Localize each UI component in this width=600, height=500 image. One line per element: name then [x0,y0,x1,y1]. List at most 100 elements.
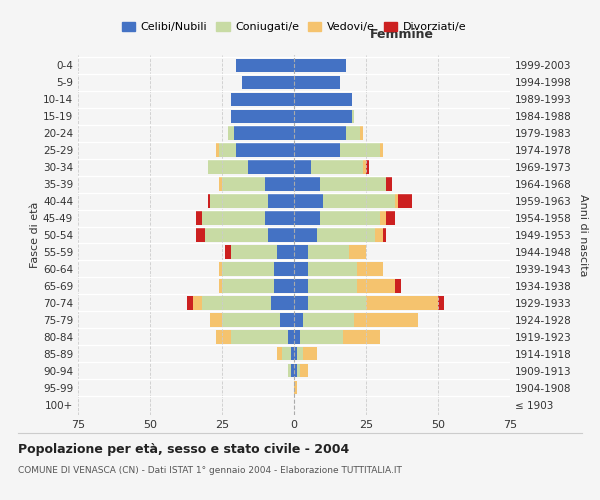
Text: Popolazione per età, sesso e stato civile - 2004: Popolazione per età, sesso e stato civil… [18,442,349,456]
Bar [380,212,386,224]
Bar [196,228,205,241]
Bar [383,228,386,241]
Bar [268,194,294,207]
Bar [297,364,300,378]
Bar [242,76,294,89]
Bar [205,228,268,241]
Bar [219,262,222,276]
Bar [308,280,358,292]
Bar [294,262,308,276]
Y-axis label: Fasce di età: Fasce di età [30,202,40,268]
Bar [317,228,374,241]
Bar [294,347,297,360]
Bar [386,178,392,190]
Bar [294,228,317,241]
Bar [302,347,317,360]
Bar [395,280,401,292]
Bar [398,194,412,207]
Bar [294,92,352,106]
Bar [308,246,349,258]
Bar [233,126,294,140]
Bar [283,347,291,360]
Bar [374,228,383,241]
Bar [294,110,352,123]
Bar [230,110,294,123]
Bar [219,178,222,190]
Bar [395,194,398,207]
Bar [291,364,294,378]
Bar [211,194,268,207]
Bar [294,160,311,173]
Bar [219,144,236,156]
Bar [294,330,300,344]
Bar [228,126,233,140]
Bar [288,364,291,378]
Bar [294,381,297,394]
Bar [355,314,418,326]
Bar [308,296,366,310]
Bar [222,178,265,190]
Text: COMUNE DI VENASCA (CN) - Dati ISTAT 1° gennaio 2004 - Elaborazione TUTTITALIA.IT: COMUNE DI VENASCA (CN) - Dati ISTAT 1° g… [18,466,402,475]
Bar [236,58,294,72]
Bar [340,144,380,156]
Bar [277,347,283,360]
Bar [230,330,288,344]
Bar [193,296,202,310]
Bar [358,262,383,276]
Bar [230,92,294,106]
Bar [311,160,363,173]
Bar [216,330,230,344]
Bar [294,314,302,326]
Bar [294,194,323,207]
Bar [302,314,355,326]
Bar [320,212,380,224]
Bar [225,246,230,258]
Bar [222,280,274,292]
Bar [202,212,265,224]
Bar [294,178,320,190]
Bar [211,314,222,326]
Bar [358,280,395,292]
Bar [343,330,380,344]
Bar [349,246,366,258]
Bar [438,296,444,310]
Bar [277,246,294,258]
Bar [363,160,366,173]
Text: Femmine: Femmine [370,28,434,40]
Bar [230,246,277,258]
Bar [346,126,360,140]
Bar [288,330,294,344]
Bar [366,296,438,310]
Bar [294,296,308,310]
Bar [300,330,343,344]
Bar [196,212,202,224]
Bar [265,212,294,224]
Bar [274,262,294,276]
Bar [386,212,395,224]
Bar [216,144,219,156]
Bar [294,280,308,292]
Bar [280,314,294,326]
Y-axis label: Anni di nascita: Anni di nascita [578,194,588,276]
Bar [219,280,222,292]
Bar [294,212,320,224]
Bar [222,262,274,276]
Bar [236,144,294,156]
Bar [323,194,395,207]
Bar [380,144,383,156]
Bar [352,110,355,123]
Bar [187,296,193,310]
Bar [248,160,294,173]
Bar [291,347,294,360]
Bar [300,364,308,378]
Bar [308,262,358,276]
Bar [208,194,211,207]
Bar [297,347,302,360]
Bar [222,314,280,326]
Bar [265,178,294,190]
Bar [320,178,386,190]
Bar [274,280,294,292]
Bar [208,160,248,173]
Bar [360,126,363,140]
Bar [294,126,346,140]
